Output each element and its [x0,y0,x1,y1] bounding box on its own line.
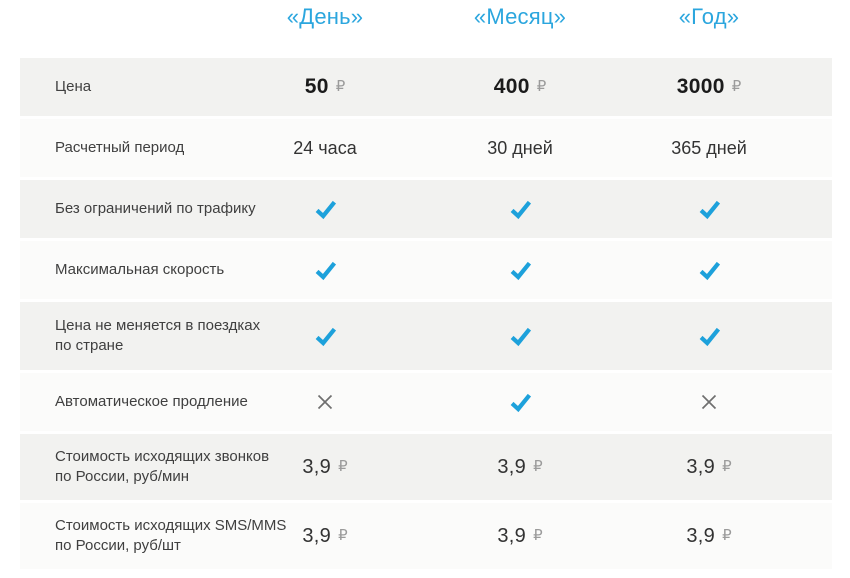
price-cell: 3,9 ₽ [614,503,804,569]
check-icon [314,259,337,282]
table-row-period: Расчетный период 24 часа 30 дней 365 дне… [20,119,832,177]
check-icon [509,391,532,414]
price-value: 3,9 [497,524,527,547]
column-header-year: «Год» [678,4,740,29]
check-icon [509,198,532,221]
feature-cell [425,241,615,299]
feature-cell [425,302,615,370]
table-row-auto-renewal: Автоматическое продление [20,373,832,431]
check-icon [698,259,721,282]
feature-cell [230,373,420,431]
ruble-sign: ₽ [335,78,346,95]
price-cell: 50 ₽ [230,58,420,116]
period-cell: 365 дней [614,119,804,177]
table-row-sms-cost: Стоимость исходящих SMS/MMS по России, р… [20,503,832,569]
table-row-max-speed: Максимальная скорость [20,241,832,299]
period-cell: 30 дней [425,119,615,177]
row-label: Цена [55,78,92,95]
row-label: Максимальная скорость [55,261,225,278]
feature-cell [425,180,615,238]
price-cell: 3000 ₽ [614,58,804,116]
row-label: Цена не меняется в поездках по стране [55,317,261,354]
period-cell: 24 часа [230,119,420,177]
check-icon [698,325,721,348]
price-value: 3000 [676,75,725,98]
price-cell: 3,9 ₽ [230,434,420,500]
ruble-sign: ₽ [533,458,543,475]
table-row-calls-cost: Стоимость исходящих звонков по России, р… [20,434,832,500]
price-cell: 3,9 ₽ [614,434,804,500]
check-icon [509,325,532,348]
price-value: 50 [304,75,329,98]
ruble-sign: ₽ [722,527,732,544]
price-value: 3,9 [302,455,332,478]
period-value: 365 дней [671,137,747,158]
feature-cell [230,241,420,299]
feature-cell [425,373,615,431]
price-value: 3,9 [497,455,527,478]
cross-icon [699,392,719,412]
tariff-comparison-table: «День» «Месяц» «Год» Цена 50 ₽ 400 ₽ 300… [20,0,832,572]
row-label: Стоимость исходящих звонков по России, р… [55,448,270,485]
ruble-sign: ₽ [533,527,543,544]
ruble-sign: ₽ [731,78,742,95]
row-label: Без ограничений по трафику [55,200,256,217]
period-value: 24 часа [293,137,357,158]
check-icon [509,259,532,282]
feature-cell [614,180,804,238]
price-value: 400 [493,75,530,98]
price-cell: 3,9 ₽ [230,503,420,569]
column-header-day: «День» [286,4,364,29]
row-label: Расчетный период [55,139,185,156]
feature-cell [614,373,804,431]
feature-cell [614,302,804,370]
check-icon [698,198,721,221]
ruble-sign: ₽ [536,78,547,95]
price-value: 3,9 [302,524,332,547]
row-label: Стоимость исходящих SMS/MMS по России, р… [55,517,287,554]
price-value: 3,9 [686,524,716,547]
row-label: Автоматическое продление [55,393,248,410]
feature-cell [230,302,420,370]
ruble-sign: ₽ [338,458,348,475]
table-row-price: Цена 50 ₽ 400 ₽ 3000 ₽ [20,58,832,116]
feature-cell [614,241,804,299]
price-value: 3,9 [686,455,716,478]
price-cell: 3,9 ₽ [425,434,615,500]
price-cell: 3,9 ₽ [425,503,615,569]
period-value: 30 дней [487,137,553,158]
column-header-month: «Месяц» [473,4,567,29]
table-header-row: «День» «Месяц» «Год» [20,0,832,58]
table-row-unlimited-traffic: Без ограничений по трафику [20,180,832,238]
ruble-sign: ₽ [338,527,348,544]
ruble-sign: ₽ [722,458,732,475]
check-icon [314,325,337,348]
cross-icon [315,392,335,412]
feature-cell [230,180,420,238]
price-cell: 400 ₽ [425,58,615,116]
check-icon [314,198,337,221]
table-row-price-travel: Цена не меняется в поездках по стране [20,302,832,370]
